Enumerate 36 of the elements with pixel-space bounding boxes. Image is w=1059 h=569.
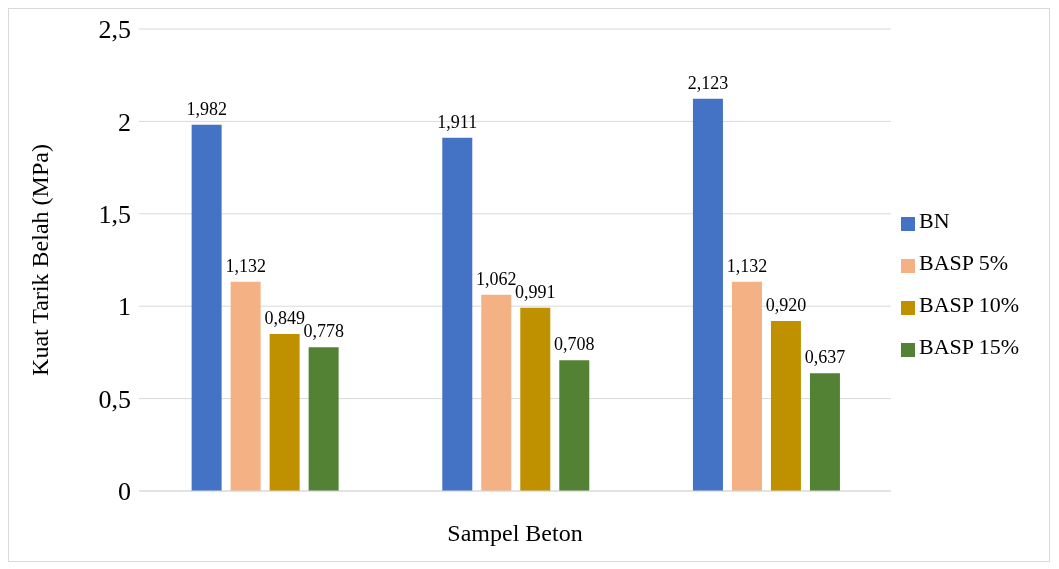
data-label: 0,708 — [554, 334, 595, 355]
bar — [809, 373, 840, 491]
bar — [692, 98, 723, 491]
bar — [731, 281, 762, 491]
data-label: 1,982 — [186, 98, 227, 119]
data-label: 0,920 — [765, 294, 807, 315]
bar — [442, 137, 473, 491]
data-label: 0,637 — [804, 347, 846, 368]
bar — [770, 320, 801, 491]
y-tick-label: 1,5 — [98, 200, 131, 230]
y-tick-label: 2,5 — [98, 15, 131, 45]
legend-label: BASP 5% — [918, 250, 1008, 275]
bar — [481, 294, 512, 491]
y-tick-label: 1 — [118, 292, 131, 322]
bar — [520, 307, 551, 491]
data-label: 2,123 — [687, 72, 729, 93]
legend-label: BN — [918, 208, 950, 233]
legend-label: BASP 10% — [918, 292, 1019, 317]
data-label: 1,132 — [225, 255, 266, 276]
x-axis-title: Sampel Beton — [447, 520, 583, 546]
y-tick-label: 0,5 — [98, 384, 131, 414]
y-tick-label: 2 — [118, 107, 131, 137]
bar — [230, 281, 261, 491]
y-axis-title: Kuat Tarik Belah (MPa) — [26, 144, 53, 376]
legend-label: BASP 15% — [918, 334, 1019, 359]
data-label: 1,911 — [437, 111, 478, 132]
data-label: 0,991 — [515, 281, 556, 302]
y-tick-label: 0 — [118, 477, 131, 507]
bar — [269, 334, 300, 491]
data-label: 0,849 — [264, 308, 305, 329]
bar — [559, 360, 590, 491]
data-label: 0,778 — [303, 321, 344, 342]
data-label: 1,132 — [726, 255, 768, 276]
data-label: 1,062 — [476, 268, 517, 289]
bar — [191, 124, 222, 491]
bar — [308, 347, 339, 491]
